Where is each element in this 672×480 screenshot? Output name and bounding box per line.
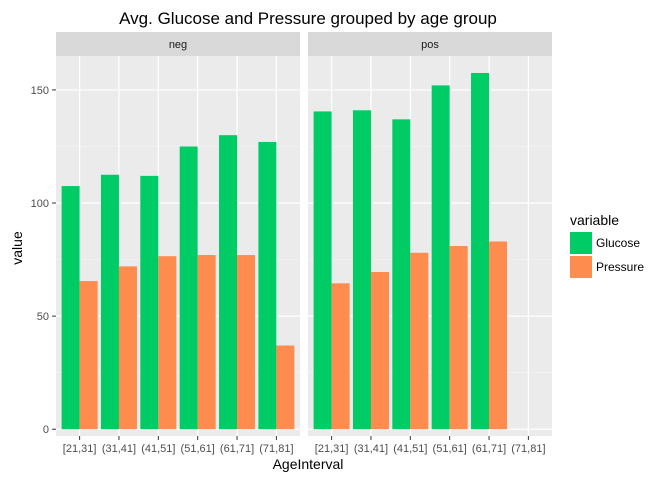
bar-pressure-neg — [276, 345, 295, 430]
facet-panels: neg pos — [56, 32, 552, 436]
x-tick-label: (71,81] — [511, 443, 545, 455]
y-axis-title: value — [9, 231, 25, 265]
x-tick-label: (51,61] — [181, 443, 215, 455]
bar-glucose-pos — [313, 111, 332, 430]
bar-glucose-neg — [100, 174, 119, 430]
bar-glucose-neg — [140, 175, 159, 430]
legend-items: Glucose Pressure — [570, 232, 644, 278]
bar-pressure-pos — [449, 246, 468, 430]
strip-label: neg — [169, 39, 187, 51]
panel-neg: neg — [56, 32, 300, 436]
bar-glucose-pos — [392, 119, 411, 430]
x-tick-label: (31,41] — [102, 443, 136, 455]
bar-glucose-neg — [179, 146, 198, 430]
y-tick-label: 0 — [43, 424, 49, 436]
bar-pressure-neg — [197, 255, 216, 430]
x-tick-label: (41,51] — [141, 443, 175, 455]
chart-title: Avg. Glucose and Pressure grouped by age… — [119, 9, 497, 28]
x-tick-label: [21,31] — [315, 443, 349, 455]
strip-pos — [308, 32, 552, 56]
x-tick-label: (61,71] — [220, 443, 254, 455]
strip-neg — [56, 32, 300, 56]
y-axis: 0 50 100 150 — [31, 85, 56, 436]
strip-label: pos — [421, 39, 439, 51]
legend-title: variable — [570, 212, 619, 228]
x-tick-label: (71,81] — [259, 443, 293, 455]
bar-glucose-neg — [258, 141, 277, 430]
y-tick-label: 50 — [37, 311, 49, 323]
bar-glucose-neg — [219, 135, 238, 430]
legend-item-pressure: Pressure — [570, 256, 644, 278]
bar-pressure-neg — [237, 255, 256, 430]
x-tick-label: (61,71] — [472, 443, 506, 455]
legend-label: Pressure — [596, 260, 644, 274]
legend-swatch — [570, 232, 592, 254]
x-tick-label: [21,31] — [63, 443, 97, 455]
y-tick-label: 100 — [31, 198, 49, 210]
x-tick-label: (51,61] — [433, 443, 467, 455]
bar-glucose-neg — [61, 186, 80, 430]
legend: variable Glucose Pressure — [570, 212, 644, 278]
bar-pressure-pos — [489, 241, 508, 430]
bar-pressure-pos — [410, 252, 429, 430]
bar-pressure-pos — [370, 272, 389, 430]
x-tick-label: (41,51] — [393, 443, 427, 455]
legend-swatch — [570, 256, 592, 278]
y-tick-label: 150 — [31, 85, 49, 97]
legend-item-glucose: Glucose — [570, 232, 640, 254]
bar-pressure-neg — [79, 281, 98, 430]
bar-pressure-neg — [158, 256, 177, 430]
legend-label: Glucose — [596, 236, 640, 250]
bar-glucose-pos — [431, 85, 450, 430]
x-tick-label: (31,41] — [354, 443, 388, 455]
bar-glucose-pos — [352, 110, 371, 430]
bar-glucose-pos — [471, 72, 490, 430]
bar-pressure-neg — [118, 266, 137, 430]
x-axis: [21,31] (31,41] (41,51] (51,61] (61,71] (71,8… — [63, 436, 546, 455]
x-axis-title: AgeInterval — [273, 456, 344, 472]
panel-pos: pos — [308, 32, 552, 436]
bar-pressure-pos — [331, 283, 350, 430]
